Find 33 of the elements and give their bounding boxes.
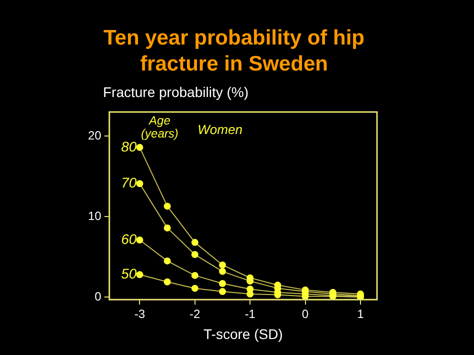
x-tick-label: -3 — [134, 307, 146, 322]
point — [191, 238, 198, 246]
point — [191, 251, 198, 258]
x-tick-label: -2 — [190, 307, 201, 322]
series-label: 60 — [121, 230, 137, 247]
point — [218, 280, 226, 287]
point — [164, 202, 171, 210]
point — [191, 272, 198, 279]
point — [218, 288, 226, 296]
x-tick-label: -1 — [244, 307, 256, 322]
y-axis-title: Fracture probability (%) — [103, 84, 248, 100]
y-tick-label: 10 — [88, 208, 102, 223]
point — [164, 224, 171, 232]
point — [136, 180, 144, 188]
point — [218, 261, 226, 268]
x-tick-label: 1 — [357, 307, 364, 322]
point — [136, 236, 144, 244]
y-tick-label: 0 — [94, 289, 102, 304]
point — [164, 257, 171, 264]
y-tick-label: 20 — [88, 128, 102, 142]
point — [191, 284, 198, 292]
chart-title: Ten year probability of hip fracture in Sweden — [104, 26, 364, 76]
series-label: 70 — [121, 174, 137, 191]
x-tick-label: 0 — [302, 307, 309, 322]
point — [136, 144, 144, 151]
point — [164, 278, 171, 286]
series-label: 50 — [121, 266, 137, 282]
point — [218, 268, 226, 275]
legend-title: Age (years) — [141, 113, 178, 140]
series-label: 80 — [121, 138, 137, 154]
point — [136, 271, 144, 278]
annotation: Women — [198, 122, 242, 138]
x-axis-title: T-score (SD) — [204, 326, 283, 342]
